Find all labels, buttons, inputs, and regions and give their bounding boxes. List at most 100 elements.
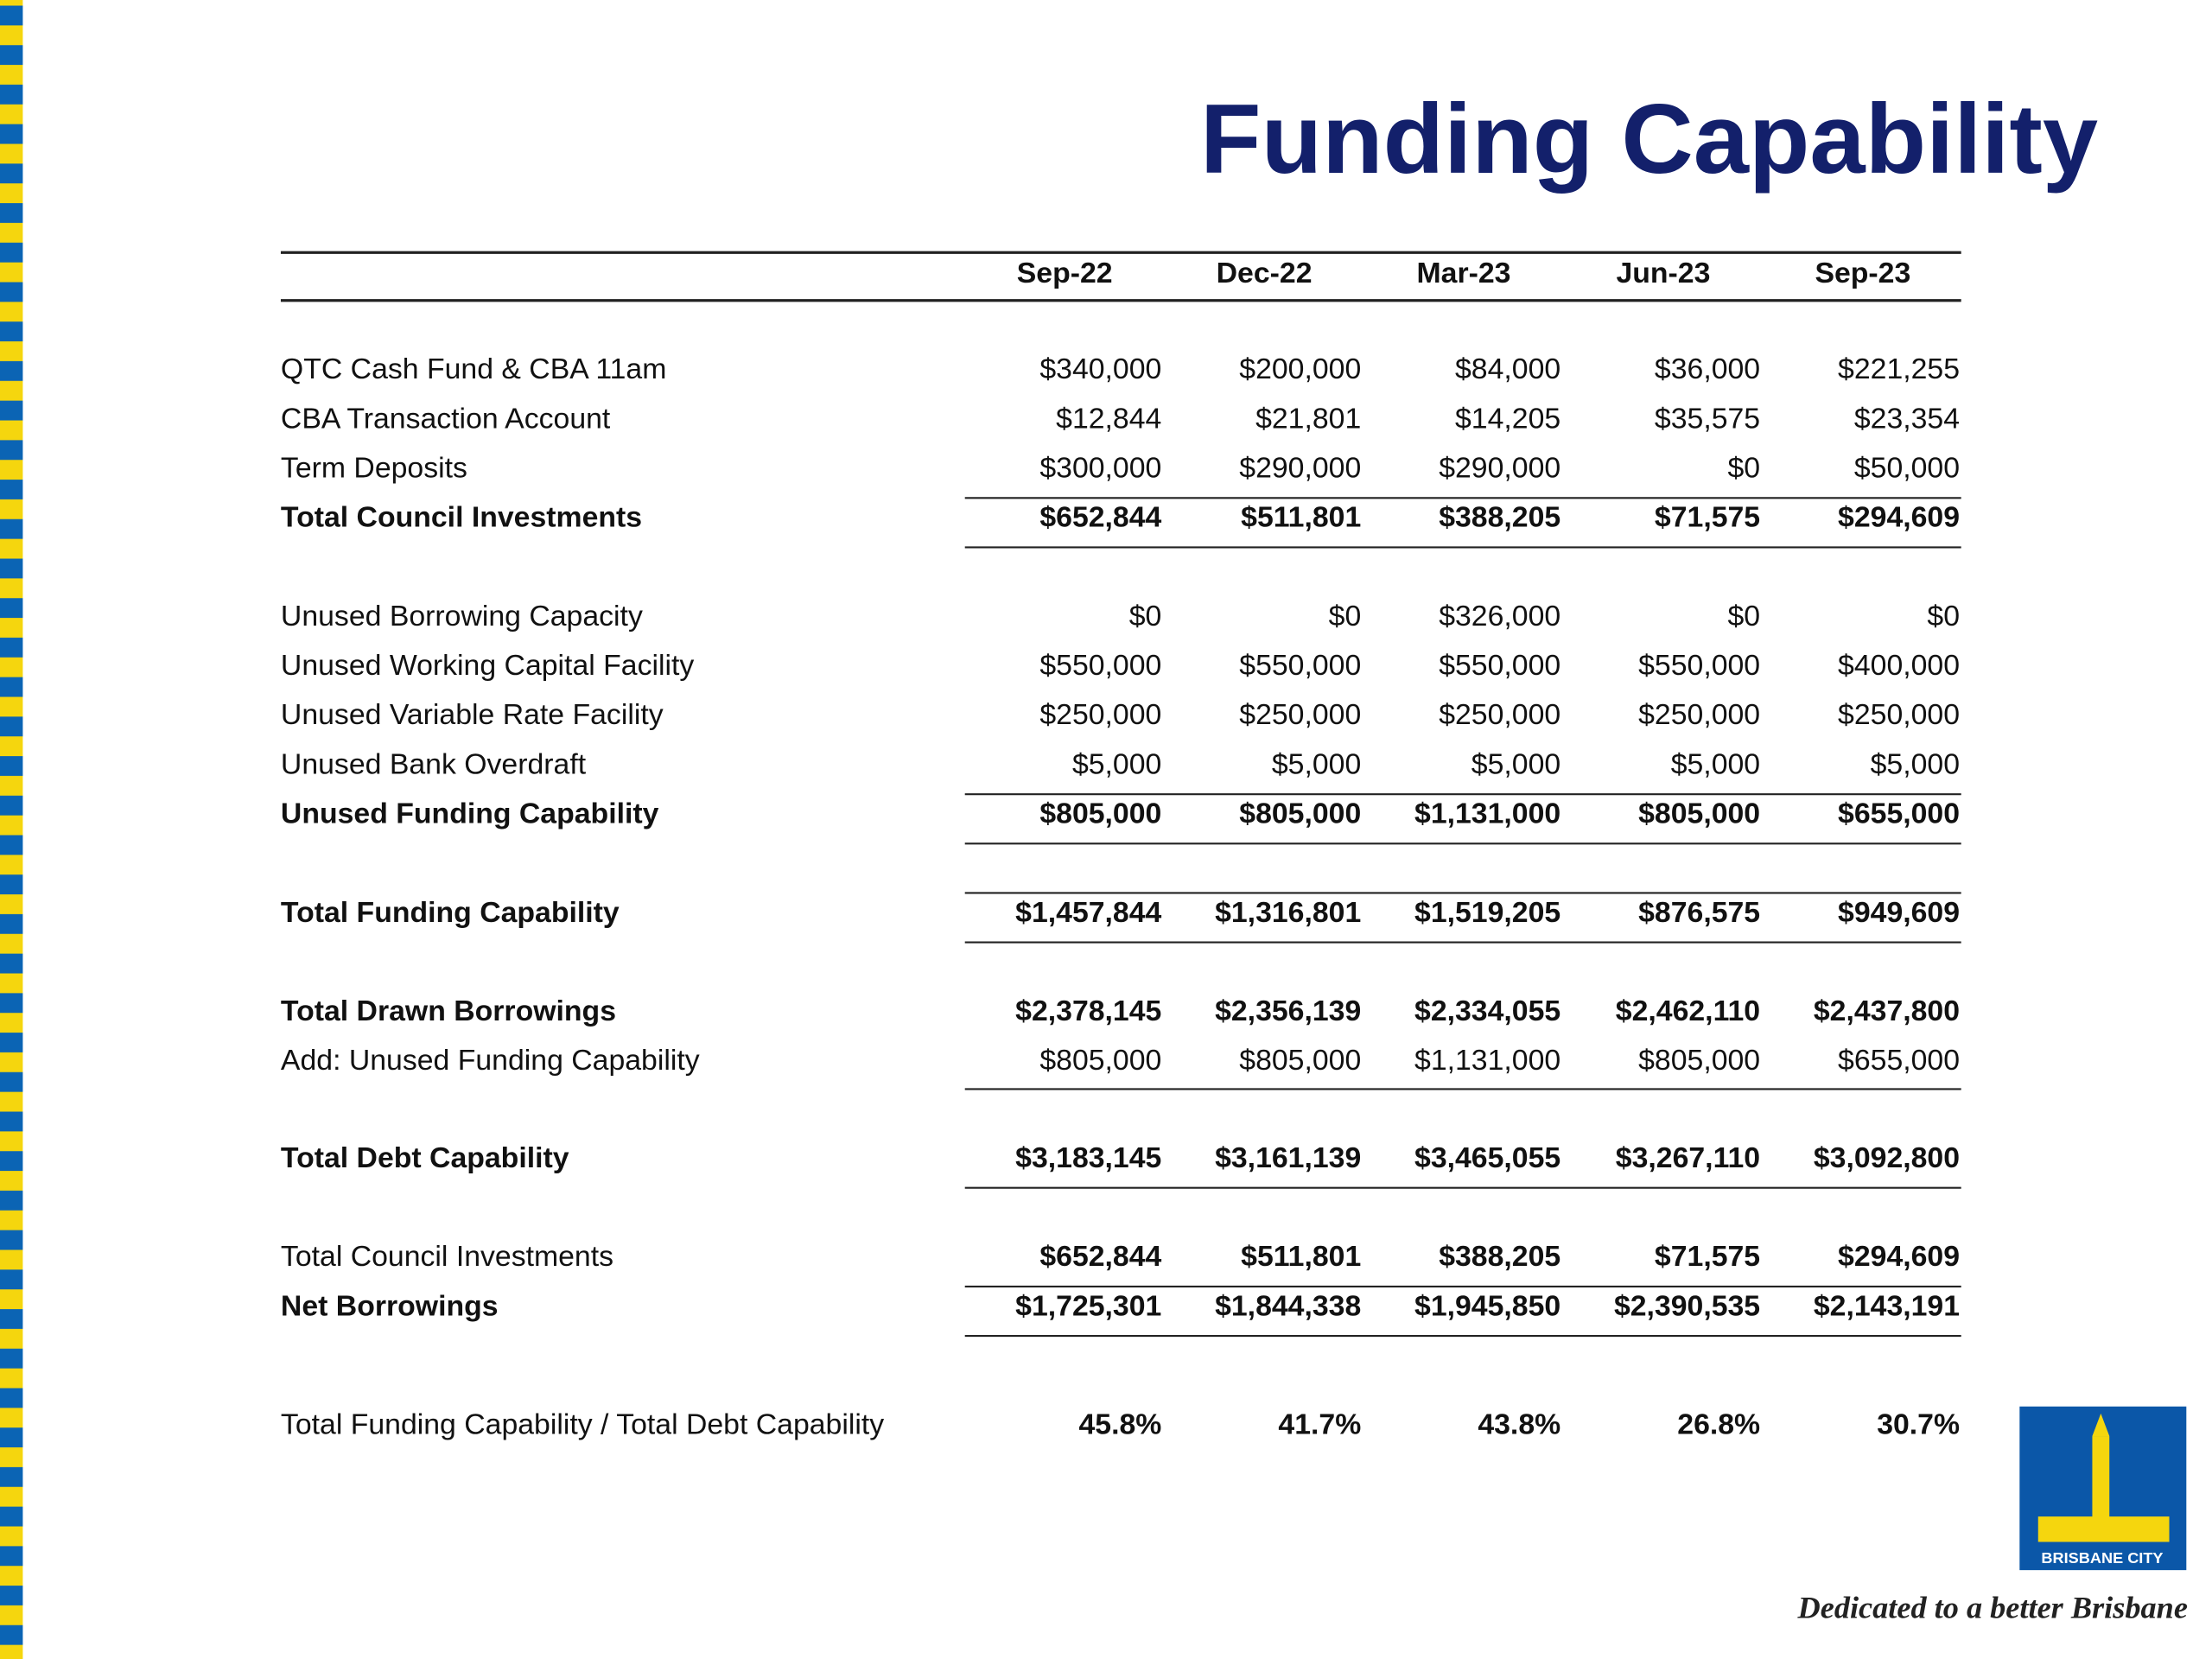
tagline: Dedicated to a better Brisbane: [1797, 1591, 2188, 1625]
cell: $3,183,145: [1015, 1142, 1161, 1174]
cell: $550,000: [1239, 650, 1361, 682]
row-label: Add: Unused Funding Capability: [281, 1045, 700, 1077]
cell: $23,354: [1854, 404, 1960, 435]
cell: $5,000: [1871, 749, 1960, 781]
cell: $1,519,205: [1414, 897, 1560, 929]
row-label: Unused Funding Capability: [281, 798, 659, 830]
row-label: Total Debt Capability: [281, 1142, 569, 1174]
cell: $3,161,139: [1215, 1142, 1361, 1174]
row-label: Unused Working Capital Facility: [281, 650, 695, 682]
cell: 26.8%: [1677, 1409, 1760, 1441]
cell: $805,000: [1039, 1045, 1161, 1077]
row-label: Total Funding Capability: [281, 897, 620, 929]
cell: $5,000: [1072, 749, 1161, 781]
cell: $250,000: [1838, 699, 1960, 731]
title: Funding Capability: [1200, 85, 2098, 194]
cell: $805,000: [1239, 798, 1361, 830]
logo-tower: [2092, 1436, 2110, 1521]
column-header: Dec-22: [1217, 257, 1313, 289]
cell: $805,000: [1638, 798, 1760, 830]
cell: $250,000: [1239, 699, 1361, 731]
cell: $3,465,055: [1414, 1142, 1560, 1174]
cell: $550,000: [1439, 650, 1560, 682]
cell: $294,609: [1838, 1241, 1960, 1273]
logo-spire: [2092, 1413, 2110, 1437]
cell: $290,000: [1439, 453, 1560, 485]
cell: $876,575: [1638, 897, 1760, 929]
cell: $1,457,844: [1015, 897, 1161, 929]
cell: $250,000: [1039, 699, 1161, 731]
cell: $1,945,850: [1414, 1290, 1560, 1322]
cell: $655,000: [1838, 1045, 1960, 1077]
cell: 43.8%: [1478, 1409, 1560, 1441]
row-label: Term Deposits: [281, 453, 467, 485]
row-label: Unused Borrowing Capacity: [281, 601, 643, 632]
cell: 41.7%: [1278, 1409, 1361, 1441]
row-label: Net Borrowings: [281, 1290, 499, 1322]
cell: $550,000: [1039, 650, 1161, 682]
cell: $652,844: [1039, 1241, 1161, 1273]
cell: $1,131,000: [1414, 1045, 1560, 1077]
row-label: Unused Bank Overdraft: [281, 749, 587, 781]
cell: $290,000: [1239, 453, 1361, 485]
column-header: Sep-23: [1815, 257, 1910, 289]
cell: $0: [1129, 601, 1162, 632]
cell: $3,267,110: [1616, 1142, 1760, 1174]
cell: $35,575: [1655, 404, 1760, 435]
cell: $2,462,110: [1616, 995, 1760, 1027]
cell: $805,000: [1239, 1045, 1361, 1077]
cell: $5,000: [1671, 749, 1760, 781]
cell: $0: [1728, 601, 1761, 632]
cell: $949,609: [1838, 897, 1960, 929]
cell: $5,000: [1471, 749, 1560, 781]
cell: $0: [1329, 601, 1362, 632]
cell: $2,378,145: [1015, 995, 1161, 1027]
cell: $805,000: [1638, 1045, 1760, 1077]
column-header: Sep-22: [1017, 257, 1113, 289]
side-stripe: [0, 0, 23, 1659]
cell: $655,000: [1838, 798, 1960, 830]
cell: $652,844: [1039, 502, 1161, 534]
cell: $3,092,800: [1814, 1142, 1960, 1174]
logo: BRISBANE CITY: [2019, 1406, 2187, 1571]
cell: $805,000: [1039, 798, 1161, 830]
row-label: CBA Transaction Account: [281, 404, 611, 435]
cell: $511,801: [1241, 1241, 1361, 1273]
cell: $550,000: [1638, 650, 1760, 682]
cell: $200,000: [1239, 353, 1361, 385]
cell: $50,000: [1854, 453, 1960, 485]
cell: $0: [1927, 601, 1960, 632]
cell: $21,801: [1255, 404, 1361, 435]
logo-text: BRISBANE CITY: [2041, 1549, 2163, 1567]
cell: $2,334,055: [1414, 995, 1560, 1027]
cell: $2,390,535: [1614, 1290, 1760, 1322]
cell: $1,316,801: [1215, 897, 1361, 929]
cell: $221,255: [1838, 353, 1960, 385]
cell: $0: [1728, 453, 1761, 485]
cell: $1,131,000: [1414, 798, 1560, 830]
cell: $250,000: [1439, 699, 1560, 731]
cell: $2,437,800: [1814, 995, 1960, 1027]
cell: $71,575: [1655, 502, 1760, 534]
cell: $2,143,191: [1814, 1290, 1960, 1322]
column-header: Jun-23: [1616, 257, 1710, 289]
cell: $294,609: [1838, 502, 1960, 534]
cell: $71,575: [1655, 1241, 1760, 1273]
column-header: Mar-23: [1417, 257, 1511, 289]
cell: 45.8%: [1078, 1409, 1161, 1441]
cell: $300,000: [1039, 453, 1161, 485]
cell: $388,205: [1439, 1241, 1560, 1273]
cell: $388,205: [1439, 502, 1560, 534]
row-label: Total Council Investments: [281, 1241, 613, 1273]
cell: $1,844,338: [1215, 1290, 1361, 1322]
row-label: Unused Variable Rate Facility: [281, 699, 664, 731]
cell: $14,205: [1455, 404, 1560, 435]
cell: $36,000: [1655, 353, 1760, 385]
cell: $326,000: [1439, 601, 1560, 632]
row-label: Total Funding Capability / Total Debt Ca…: [281, 1409, 884, 1441]
cell: $340,000: [1039, 353, 1161, 385]
cell: $1,725,301: [1015, 1290, 1161, 1322]
cell: 30.7%: [1877, 1409, 1960, 1441]
cell: $400,000: [1838, 650, 1960, 682]
